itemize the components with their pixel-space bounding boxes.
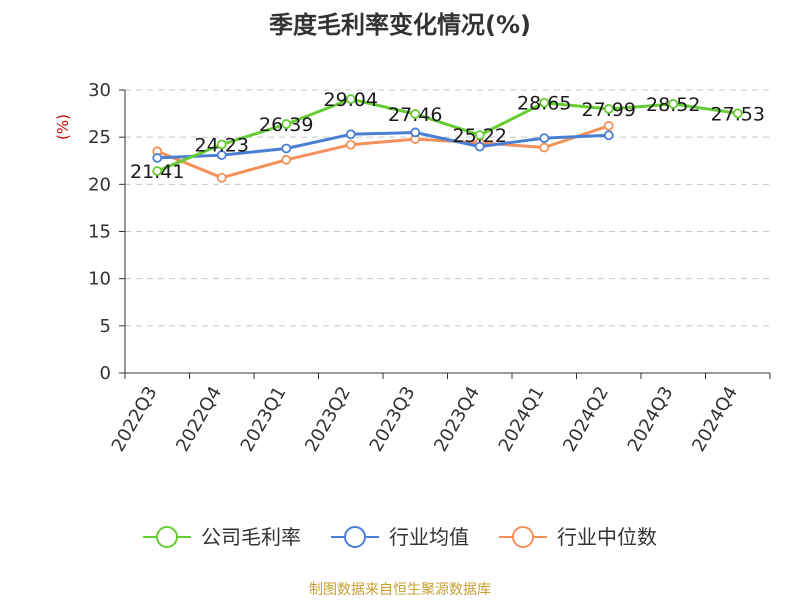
- data-point: [603, 130, 614, 141]
- legend-item-3[interactable]: 行业中位数: [499, 525, 657, 549]
- y-tick-label: 30: [88, 80, 111, 101]
- legend-label: 行业均值: [389, 525, 469, 549]
- data-point: [345, 94, 356, 104]
- data-label: 26.39: [259, 114, 313, 136]
- series-layer: [152, 94, 743, 183]
- y-tick-label: 25: [88, 127, 111, 148]
- data-point: [281, 119, 292, 129]
- y-tick-label: 5: [100, 316, 111, 337]
- x-tick-label: 2023Q4: [430, 383, 484, 455]
- data-point: [216, 139, 227, 150]
- data-point: [216, 172, 227, 183]
- series-3: [152, 120, 614, 183]
- y-tick-label: 0: [100, 363, 111, 384]
- data-label: 25.22: [453, 125, 507, 147]
- y-axis-label: (%): [54, 114, 72, 140]
- data-point: [345, 139, 356, 150]
- chart-title: 季度毛利率变化情况(%): [269, 11, 531, 39]
- series-1: [152, 94, 743, 176]
- data-point: [474, 141, 485, 152]
- series-line: [157, 131, 609, 160]
- data-point: [668, 99, 679, 109]
- legend-item-1[interactable]: 公司毛利率: [143, 525, 301, 549]
- data-point: [410, 109, 421, 119]
- data-point: [281, 143, 292, 154]
- legend-marker-icon: [512, 526, 534, 548]
- data-label: 21.41: [130, 161, 184, 183]
- y-tick-label: 15: [88, 222, 111, 243]
- x-tick-label: 2024Q3: [624, 383, 678, 455]
- legend-item-2[interactable]: 行业均值: [331, 525, 469, 549]
- data-label: 28.52: [646, 94, 700, 116]
- data-point: [152, 166, 163, 176]
- data-point: [410, 127, 421, 138]
- data-label: 27.53: [711, 103, 765, 125]
- series-line: [156, 124, 610, 180]
- x-tick-label: 2023Q1: [237, 383, 291, 455]
- x-tick-label: 2024Q2: [559, 383, 613, 455]
- data-point: [732, 108, 743, 119]
- legend-marker-icon: [344, 526, 366, 548]
- source-note: 制图数据来自恒生聚源数据库: [309, 582, 491, 598]
- x-tick-label: 2023Q3: [366, 383, 420, 455]
- data-label: 27.46: [388, 104, 442, 126]
- series-2: [152, 127, 614, 163]
- data-point: [603, 120, 614, 131]
- data-point: [539, 142, 550, 153]
- data-point: [345, 129, 356, 140]
- series-line: [156, 97, 739, 173]
- x-tick-label: 2024Q4: [688, 383, 742, 455]
- data-labels: 21.41 24.23 26.39 29.04 27.46 25.22 28.65 27.99…: [130, 89, 765, 183]
- data-point: [539, 97, 550, 108]
- data-point: [152, 153, 163, 163]
- x-tick-label: 2022Q4: [172, 383, 226, 455]
- y-tick-label: 10: [88, 269, 111, 290]
- data-label: 29.04: [324, 89, 378, 111]
- data-point: [474, 130, 485, 140]
- y-tick-label: 20: [88, 174, 111, 195]
- legend[interactable]: 公司毛利率 行业均值 行业中位数: [143, 525, 657, 549]
- data-point: [216, 150, 227, 160]
- legend-label: 行业中位数: [557, 525, 657, 549]
- legend-label: 公司毛利率: [201, 525, 301, 549]
- data-label: 27.99: [582, 99, 636, 121]
- data-label: 28.65: [517, 93, 571, 115]
- data-point: [539, 133, 550, 144]
- x-tick-label: 2023Q2: [301, 383, 355, 455]
- grid: [125, 89, 770, 327]
- data-point: [603, 104, 614, 114]
- data-label: 24.23: [195, 134, 249, 156]
- data-point: [281, 154, 292, 165]
- x-tick-label: 2022Q3: [108, 383, 162, 455]
- legend-marker-icon: [156, 526, 178, 548]
- x-tick-label: 2024Q1: [495, 383, 549, 455]
